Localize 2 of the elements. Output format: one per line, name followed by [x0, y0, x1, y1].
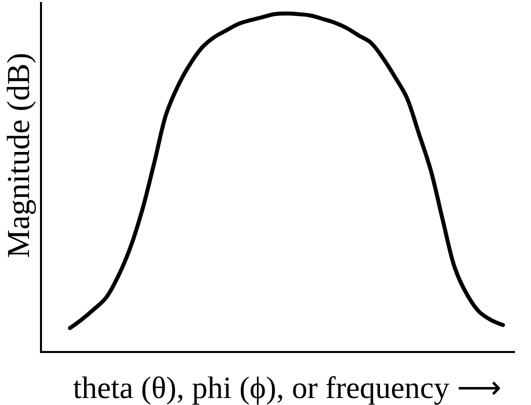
y-axis-title: Magnitude (dB) — [0, 52, 36, 258]
x-axis-title: theta (θ), phi (ϕ), or frequency ⟶ — [73, 370, 502, 405]
